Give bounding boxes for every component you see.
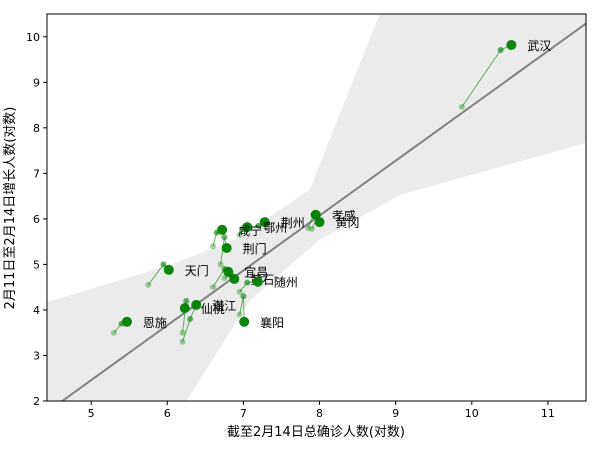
x-tick-label: 11	[541, 407, 555, 420]
city-point	[191, 299, 202, 310]
city-point	[179, 329, 186, 336]
city-point	[145, 281, 152, 288]
city-label: 宜昌	[244, 265, 268, 280]
city-point	[187, 316, 194, 323]
city-label: 黄冈	[336, 216, 360, 230]
city-label: 襄阳	[260, 315, 284, 330]
city-point	[236, 231, 243, 238]
y-tick-label: 2	[33, 395, 40, 408]
confidence-band	[47, 14, 586, 401]
city-point	[239, 316, 250, 327]
y-tick-label: 3	[33, 349, 40, 362]
city-label: 武汉	[527, 39, 551, 53]
x-tick-label: 7	[240, 407, 247, 420]
y-tick-label: 8	[33, 122, 40, 135]
city-point	[236, 311, 243, 318]
y-tick-label: 6	[33, 213, 40, 226]
city-label: 恩施	[143, 316, 167, 330]
y-tick-label: 10	[26, 31, 40, 44]
x-tick-label: 9	[392, 407, 399, 420]
city-point	[179, 303, 190, 314]
city-point	[242, 222, 253, 233]
y-tick-label: 7	[33, 167, 40, 180]
y-tick-label: 4	[33, 304, 40, 317]
city-point	[255, 222, 262, 229]
city-point	[160, 261, 167, 268]
city-point	[110, 329, 117, 336]
y-tick-label: 9	[33, 76, 40, 89]
city-label: 鄂州	[263, 221, 287, 235]
city-point	[310, 209, 321, 220]
city-point	[308, 225, 315, 232]
city-label: 潜江	[212, 299, 236, 313]
city-point	[236, 288, 243, 295]
city-point	[209, 243, 216, 250]
city-point	[497, 46, 504, 53]
city-point	[221, 234, 228, 241]
city-point	[221, 243, 232, 254]
y-axis-label: 2月11日至2月14日增长人数(对数)	[3, 107, 18, 310]
city-point	[252, 276, 263, 287]
plot-area: 武汉黄冈孝感荆州鄂州咸宁荆门宜昌黄石随州天门潜江仙桃恩施襄阳	[47, 14, 586, 401]
x-tick-label: 5	[88, 407, 95, 420]
x-tick-label: 10	[465, 407, 479, 420]
city-label: 随州	[274, 275, 298, 290]
city-label: 孝感	[332, 208, 356, 223]
city-point	[221, 275, 228, 282]
city-label: 荆门	[243, 241, 267, 256]
city-label: 仙桃	[201, 301, 225, 316]
city-point	[179, 338, 186, 345]
city-point	[163, 264, 174, 275]
x-axis-label: 截至2月14日总确诊人数(对数)	[227, 425, 405, 440]
x-tick-label: 6	[164, 407, 171, 420]
fit-line	[61, 22, 586, 401]
city-label: 天门	[185, 263, 209, 278]
y-tick-label: 5	[33, 258, 40, 271]
city-point	[183, 297, 190, 304]
city-point	[209, 284, 216, 291]
plot-frame	[46, 13, 587, 402]
city-point	[259, 217, 270, 228]
x-tick-label: 8	[316, 407, 323, 420]
city-point	[244, 279, 251, 286]
city-point	[305, 224, 312, 231]
city-point	[458, 103, 465, 110]
city-point	[506, 39, 517, 50]
city-label: 咸宁	[238, 223, 262, 238]
city-point	[229, 273, 240, 284]
city-label: 荆州	[281, 216, 305, 230]
city-point	[217, 261, 224, 268]
city-point	[121, 316, 132, 327]
city-point	[217, 224, 228, 235]
city-point	[240, 293, 247, 300]
